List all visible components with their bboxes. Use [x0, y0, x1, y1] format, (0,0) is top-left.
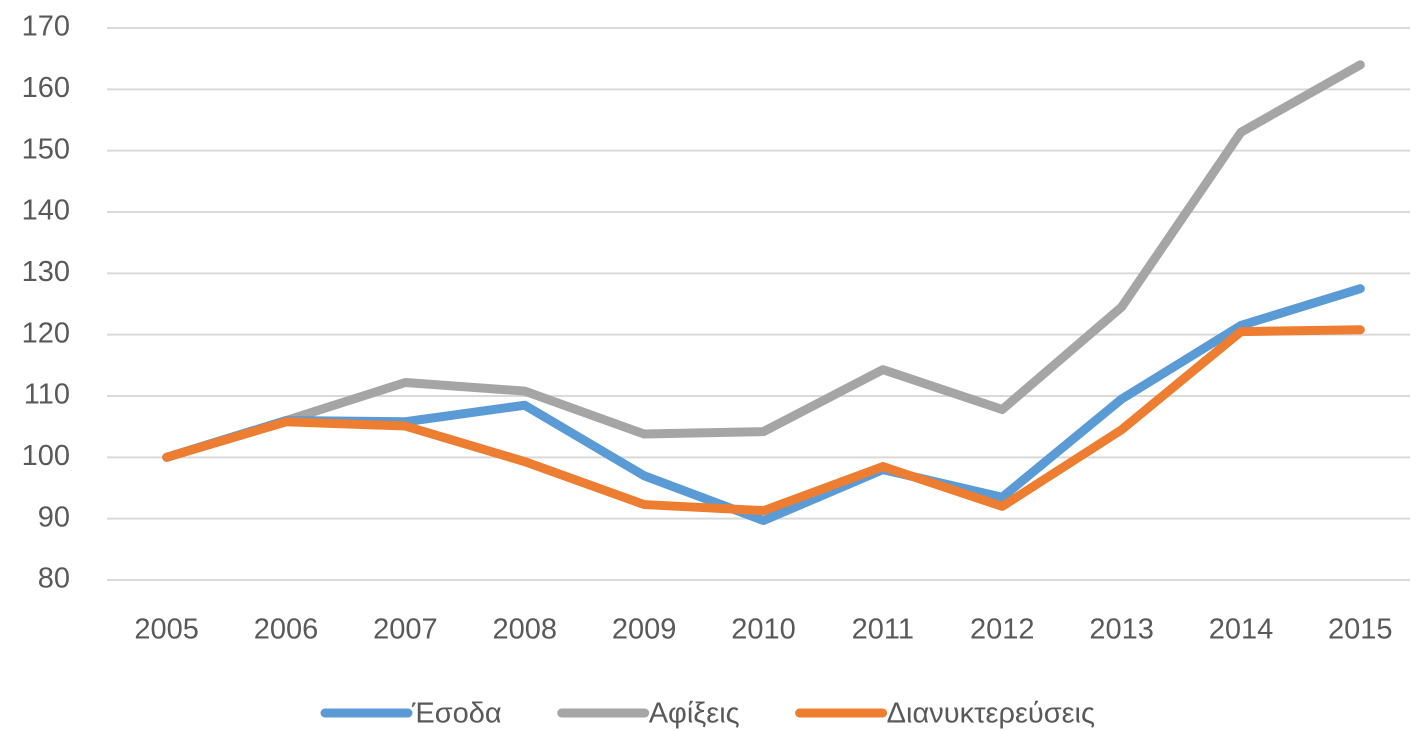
y-tick-label: 120	[22, 317, 70, 349]
y-tick-label: 160	[22, 72, 70, 104]
x-tick-label: 2013	[1089, 614, 1154, 646]
x-tick-label: 2015	[1328, 614, 1393, 646]
y-tick-label: 110	[24, 379, 70, 411]
legend-label: Έσοδα	[411, 698, 502, 730]
x-tick-label: 2010	[731, 614, 796, 646]
x-tick-label: 2005	[134, 614, 199, 646]
y-tick-label: 170	[22, 11, 70, 43]
y-tick-label: 80	[38, 563, 70, 595]
x-tick-label: 2007	[373, 614, 438, 646]
y-tick-label: 150	[22, 133, 70, 165]
x-tick-label: 2006	[254, 614, 319, 646]
x-tick-label: 2009	[612, 614, 677, 646]
x-tick-label: 2011	[852, 614, 914, 646]
series-line	[162, 325, 1365, 516]
y-tick-label: 90	[38, 501, 70, 533]
legend-label: Αφίξεις	[649, 698, 740, 730]
x-tick-label: 2012	[970, 614, 1035, 646]
x-tick-label: 2008	[493, 614, 558, 646]
x-tick-label: 2014	[1209, 614, 1274, 646]
y-tick-label: 100	[22, 440, 70, 472]
series-line	[162, 60, 1365, 462]
y-tick-label: 140	[22, 195, 70, 227]
legend-label: Διανυκτερεύσεις	[887, 698, 1095, 730]
y-tick-label: 130	[22, 256, 70, 288]
